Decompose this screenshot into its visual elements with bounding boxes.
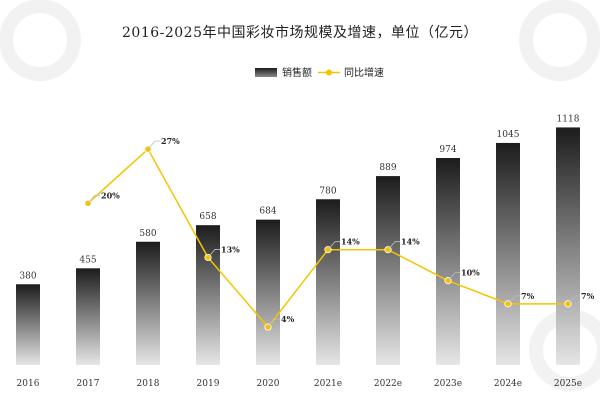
- bar-label-2025e: 1118: [557, 114, 580, 124]
- legend-swatch-bar: [255, 68, 277, 77]
- bar-labels: 380 455 580 658 684 780 889 974 1045 1118: [19, 114, 579, 281]
- bar-series: [16, 127, 580, 365]
- x-tick-2016: 2016: [17, 379, 40, 389]
- line-labels: 20% 27% 13% 4% 14% 14% 10% 7% 7%: [87, 136, 595, 328]
- x-axis-ticks: 2016 2017 2018 2019 2020 2021e 2022e 2023e 2024e…: [17, 379, 583, 389]
- bar-2018: [136, 241, 160, 365]
- bar-2025e: [556, 127, 580, 365]
- growth-leader-2020: [267, 318, 280, 328]
- growth-leader-2023e: [447, 272, 460, 281]
- bar-label-2024e: 1045: [497, 130, 520, 140]
- bar-label-2021e: 780: [319, 186, 336, 196]
- bar-label-2023e: 974: [439, 145, 456, 155]
- bar-label-2022e: 889: [379, 163, 396, 173]
- bar-label-2016: 380: [19, 271, 36, 281]
- bar-2022e: [376, 176, 400, 365]
- growth-label-2020: 4%: [281, 314, 295, 324]
- legend-label-line: 同比增速: [344, 66, 384, 79]
- bar-2020: [256, 219, 280, 365]
- growth-label-2018: 27%: [161, 136, 180, 146]
- growth-label-2025e: 7%: [581, 291, 595, 301]
- bar-2017: [76, 268, 100, 365]
- x-tick-2018: 2018: [137, 379, 160, 389]
- legend-swatch-marker: [326, 69, 332, 76]
- growth-leader-2022e: [387, 241, 400, 250]
- x-tick-2023e: 2023e: [434, 379, 462, 389]
- growth-label-2023e: 10%: [461, 268, 480, 278]
- growth-label-2019: 13%: [221, 244, 240, 254]
- bar-label-2018: 580: [139, 229, 156, 239]
- growth-leader-2017: [87, 194, 100, 204]
- x-tick-2021e: 2021e: [314, 379, 342, 389]
- x-tick-2019: 2019: [197, 379, 220, 389]
- growth-label-2021e: 14%: [341, 237, 360, 247]
- legend-label-bar: 销售额: [282, 66, 312, 79]
- x-tick-2020: 2020: [257, 379, 280, 389]
- growth-leader-2025e: [567, 295, 580, 305]
- growth-leader-2018: [147, 140, 160, 150]
- x-tick-2025e: 2025e: [554, 379, 582, 389]
- chart-title: 2016-2025年中国彩妆市场规模及增速，单位（亿元）: [122, 25, 478, 41]
- bar-2024e: [496, 142, 520, 365]
- bar-2021e: [316, 199, 340, 365]
- bar-2016: [16, 284, 40, 365]
- bar-label-2019: 658: [199, 212, 216, 222]
- growth-label-2022e: 14%: [401, 237, 420, 247]
- bar-2023e: [436, 158, 460, 365]
- growth-label-2024e: 7%: [521, 291, 535, 301]
- x-tick-2024e: 2024e: [494, 379, 522, 389]
- growth-leader-2021e: [327, 241, 340, 250]
- x-tick-2017: 2017: [77, 379, 100, 389]
- growth-label-2017: 20%: [101, 190, 120, 200]
- legend: 销售额 同比增速: [255, 66, 384, 79]
- bar-label-2017: 455: [79, 255, 96, 265]
- bar-2019: [196, 225, 220, 365]
- growth-leader-2024e: [507, 295, 520, 305]
- growth-leader-2019: [207, 249, 220, 258]
- x-tick-2022e: 2022e: [374, 379, 402, 389]
- bar-label-2020: 684: [259, 207, 276, 217]
